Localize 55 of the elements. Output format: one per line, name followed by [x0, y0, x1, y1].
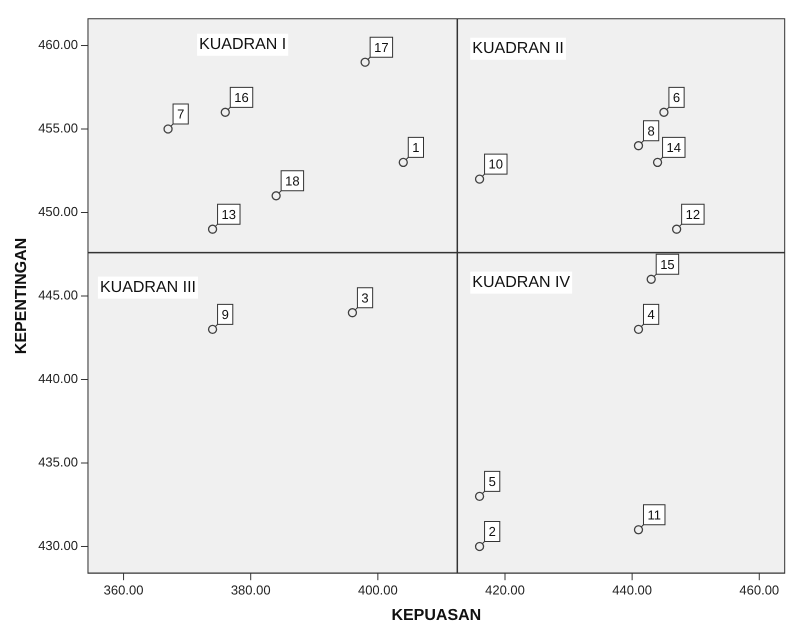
- annotation: 17: [374, 40, 389, 55]
- annotation: 6: [672, 90, 680, 105]
- point: [398, 158, 408, 168]
- annotation: 12: [686, 206, 700, 222]
- point: [474, 492, 484, 502]
- x-tick-label: 440.00: [612, 582, 652, 598]
- point: [652, 158, 662, 168]
- annotation: 14: [666, 140, 682, 155]
- y-axis-title: KEPENTINGAN: [13, 238, 30, 354]
- x-tick-label: 380.00: [230, 582, 271, 598]
- x-tick-label: 420.00: [485, 582, 525, 598]
- annotation: 15: [660, 256, 675, 272]
- y-tick-label: 460.00: [38, 37, 78, 52]
- point: [634, 324, 644, 334]
- point: [208, 224, 218, 234]
- annotation: 13: [222, 206, 236, 222]
- point: [474, 542, 484, 552]
- y-tick-label: 430.00: [38, 538, 78, 554]
- x-tick-label: 400.00: [358, 582, 398, 598]
- annotation: 10: [488, 156, 504, 172]
- annotation: KUADRAN II: [472, 40, 564, 58]
- annotation: 8: [647, 123, 655, 138]
- point: [474, 174, 484, 184]
- point: [672, 224, 682, 234]
- x-tick-label: 360.00: [104, 582, 144, 598]
- annotation: 5: [488, 474, 496, 489]
- point: [634, 525, 644, 534]
- x-tick-label: 460.00: [739, 582, 780, 598]
- annotation: 9: [222, 306, 229, 322]
- annotation: 7: [177, 106, 184, 122]
- point: [220, 108, 230, 117]
- point: [659, 108, 669, 117]
- point: [271, 191, 281, 200]
- y-tick-label: 435.00: [38, 454, 78, 470]
- point: [360, 58, 370, 67]
- y-tick-label: 450.00: [38, 204, 78, 220]
- point: [208, 324, 218, 334]
- point: [348, 308, 358, 318]
- y-tick-label: 445.00: [38, 288, 78, 303]
- annotation: 11: [647, 507, 661, 522]
- annotation: KUADRAN III: [100, 278, 196, 296]
- annotation: 4: [647, 306, 655, 322]
- point: [646, 274, 656, 284]
- annotation: 2: [488, 524, 496, 540]
- y-tick-label: 455.00: [38, 120, 78, 136]
- point: [163, 124, 173, 134]
- annotation: 1: [412, 140, 420, 155]
- annotation: 16: [234, 90, 249, 105]
- annotation: KUADRAN I: [199, 36, 286, 54]
- y-tick-label: 440.00: [38, 371, 78, 386]
- point: [634, 141, 644, 150]
- x-axis-title: KEPUASAN: [391, 606, 482, 624]
- annotation: 3: [361, 290, 369, 306]
- annotation: KUADRAN IV: [472, 274, 570, 291]
- annotation: 18: [285, 173, 300, 188]
